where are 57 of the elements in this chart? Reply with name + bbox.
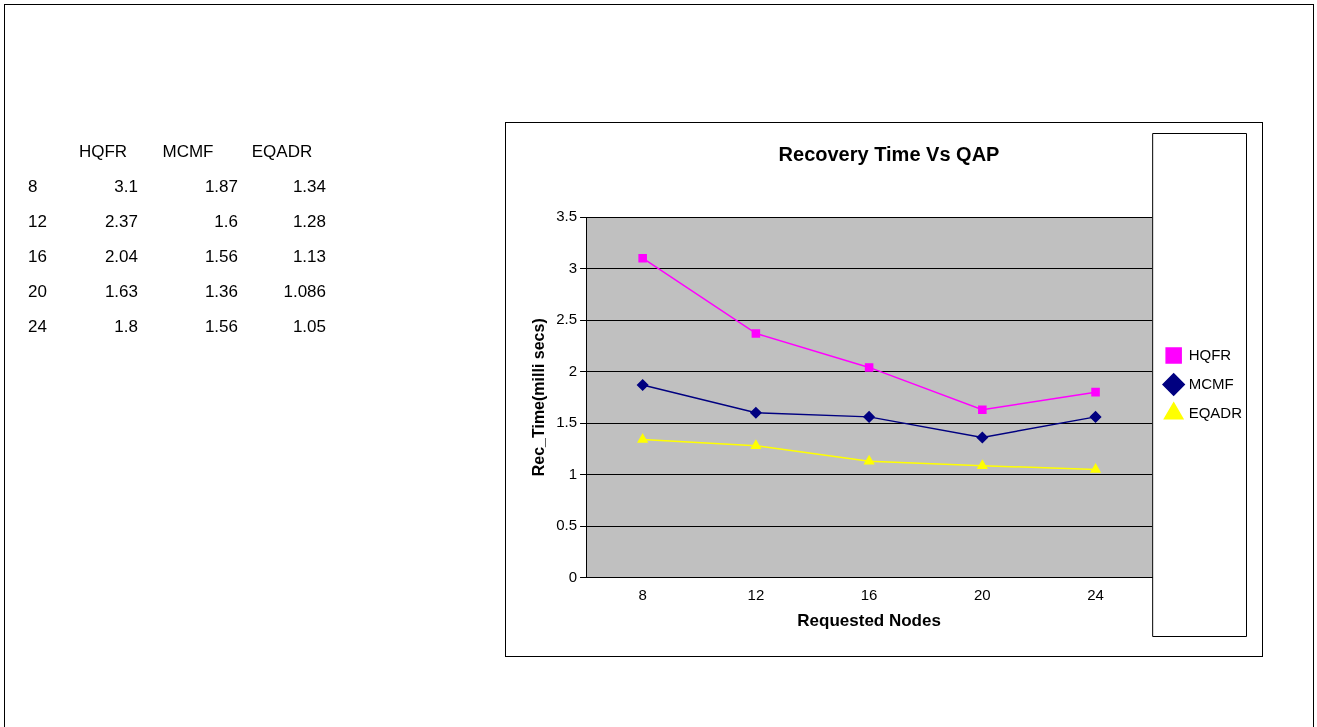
point bbox=[637, 433, 648, 443]
y-tick-label: 3.5 bbox=[556, 207, 578, 225]
data-label: 1.8 bbox=[113, 315, 138, 338]
data-label: 1.6 bbox=[213, 210, 238, 233]
x-tick-label: 12 bbox=[747, 585, 765, 603]
data-label: 1.13 bbox=[291, 245, 326, 268]
point bbox=[1089, 411, 1102, 423]
x-tick-label: 24 bbox=[1087, 585, 1104, 603]
data-label: 1.56 bbox=[203, 245, 238, 268]
data-label: 1.36 bbox=[203, 280, 238, 303]
point bbox=[977, 459, 988, 469]
y-tick-label: 2.5 bbox=[556, 310, 578, 328]
x-tick-label: HQFR bbox=[77, 140, 129, 163]
data-label: 1.34 bbox=[291, 175, 326, 198]
y-tick-label: 1 bbox=[568, 464, 578, 482]
legend-label: MCMF bbox=[1188, 374, 1234, 392]
point bbox=[636, 379, 649, 391]
x-tick-label: 8 bbox=[638, 585, 647, 603]
y-tick-label: 0 bbox=[568, 567, 578, 585]
point bbox=[1090, 463, 1101, 473]
data-label: 1.63 bbox=[103, 280, 138, 303]
legend-label: HQFR bbox=[1188, 345, 1232, 363]
data-label: 1.05 bbox=[291, 315, 326, 338]
data-label: 3.1 bbox=[113, 175, 138, 198]
y-axis-title: Rec_Time(milli secs) bbox=[530, 318, 548, 477]
x-axis-title: Requested Nodes bbox=[797, 611, 941, 631]
y-tick-label: 2 bbox=[568, 361, 578, 379]
data-label: 1.086 bbox=[282, 280, 326, 303]
y-tick-label: 1.5 bbox=[556, 413, 578, 431]
point bbox=[1091, 387, 1100, 397]
point bbox=[863, 411, 875, 423]
y-tick-label: 12 bbox=[28, 210, 48, 233]
x-tick-label: 16 bbox=[860, 585, 878, 603]
y-tick-label: 3 bbox=[568, 258, 578, 276]
point bbox=[864, 363, 874, 372]
data-label: 1.28 bbox=[291, 210, 326, 233]
x-tick-label: MCMF bbox=[161, 140, 215, 163]
data-label: 2.04 bbox=[103, 245, 138, 268]
point bbox=[750, 439, 761, 449]
point bbox=[638, 253, 647, 263]
point bbox=[864, 455, 875, 465]
data-label: 1.56 bbox=[203, 315, 238, 338]
data-label: 1.87 bbox=[203, 175, 238, 198]
y-tick-label: 24 bbox=[28, 315, 48, 338]
y-tick-label: 8 bbox=[28, 175, 39, 198]
y-tick-label: 20 bbox=[28, 280, 48, 303]
y-tick-label: 0.5 bbox=[556, 516, 578, 534]
chart-title: Recovery Time Vs QAP bbox=[778, 142, 1000, 165]
point bbox=[978, 405, 987, 414]
x-tick-label: EQADR bbox=[250, 140, 314, 163]
legend-label: EQADR bbox=[1188, 403, 1243, 421]
point bbox=[750, 407, 762, 419]
data-label: 2.37 bbox=[103, 210, 138, 233]
point bbox=[976, 431, 989, 444]
point bbox=[751, 329, 761, 338]
x-tick-label: 20 bbox=[973, 585, 991, 603]
y-tick-label: 16 bbox=[28, 245, 48, 268]
